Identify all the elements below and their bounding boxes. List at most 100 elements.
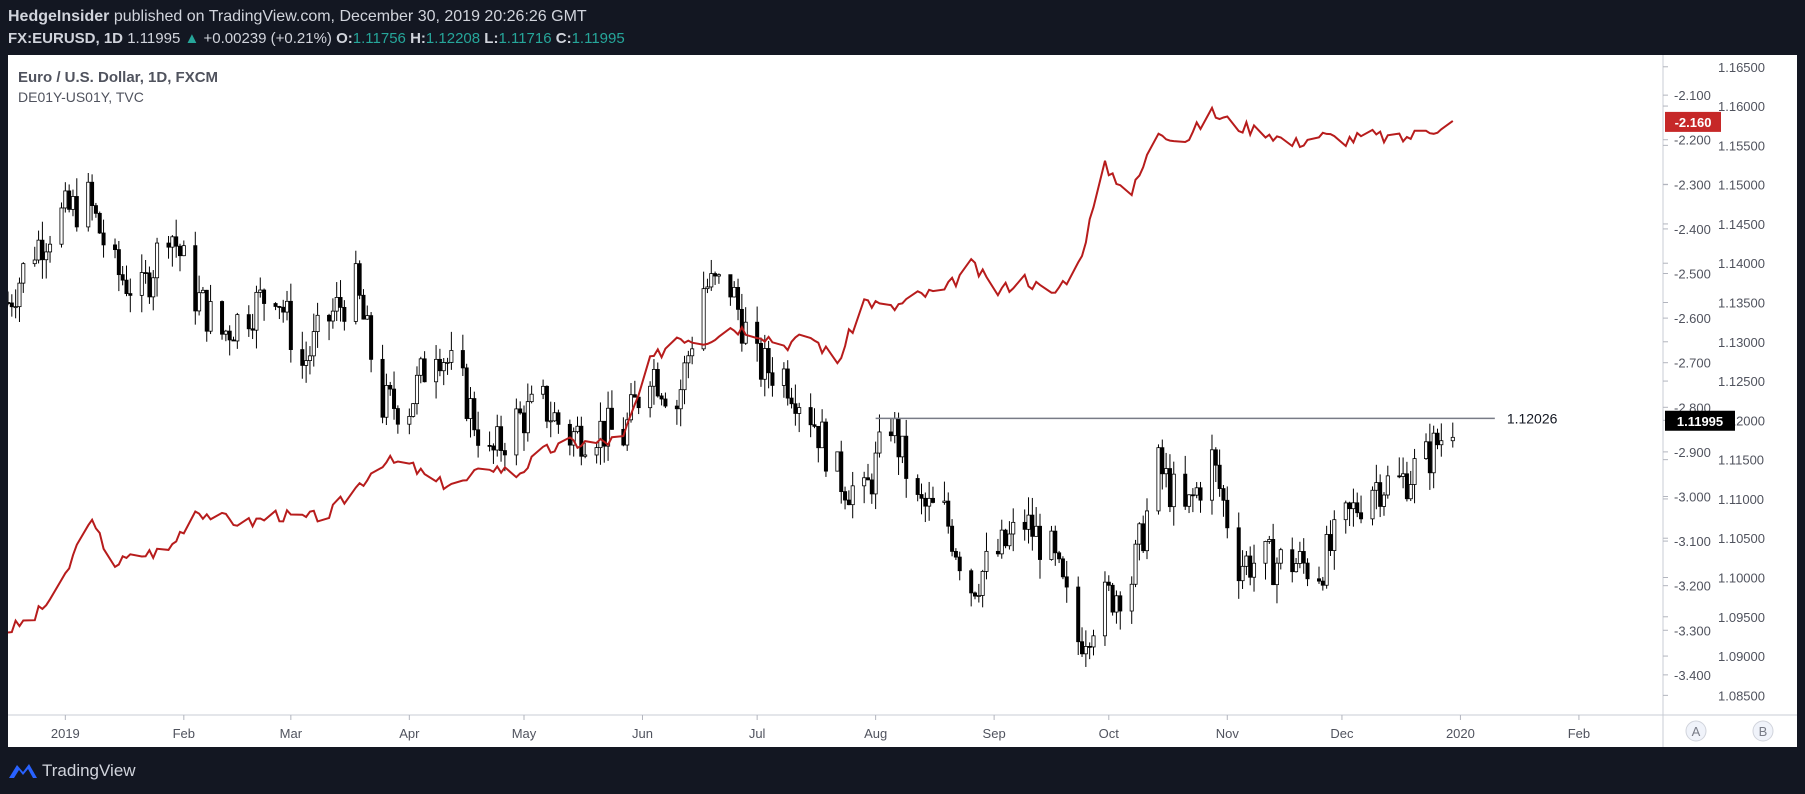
chart-svg[interactable]: 1.12026 1.16500 1.16000 1.15500 1.15000 1.14…: [5, 55, 1797, 747]
candle-body: [762, 348, 767, 380]
candle-body: [1397, 475, 1402, 478]
candle-body: [388, 385, 393, 390]
overlay-label: DE01Y-US01Y, TVC: [18, 89, 144, 105]
candle-body: [246, 314, 251, 330]
candle-body: [330, 310, 335, 322]
price-axis[interactable]: 1.16500 1.16000 1.15500 1.15000 1.14500 1.140…: [1663, 60, 1765, 704]
candle-body: [1244, 555, 1249, 567]
candle-body: [606, 407, 611, 447]
candle-body: [758, 342, 763, 380]
candle-body: [1408, 484, 1413, 500]
candle-body: [1294, 563, 1299, 573]
candle-body: [950, 525, 955, 552]
candle-body: [315, 314, 320, 333]
candle-body: [338, 297, 343, 308]
candle-body: [663, 398, 668, 407]
last-price-tag: [1665, 410, 1735, 431]
candle-body: [327, 314, 332, 322]
candle-body: [812, 424, 817, 427]
candle-body: [862, 477, 867, 487]
price-tick-label: 1.08500: [1718, 688, 1765, 703]
candle-body: [602, 420, 607, 447]
candle-body: [556, 412, 561, 425]
price-tick-label: 1.09500: [1718, 610, 1765, 625]
candle-body: [713, 273, 718, 277]
candle-body: [1263, 541, 1268, 564]
candle-body: [1317, 578, 1322, 582]
candle-body: [445, 361, 450, 364]
spread-tick-label: -2.200: [1674, 133, 1711, 148]
candle-body: [1274, 562, 1279, 586]
tradingview-logo-icon[interactable]: [8, 761, 38, 779]
candle-body: [1110, 584, 1115, 613]
candle-body: [5, 302, 11, 304]
candle-body: [208, 301, 213, 332]
tradingview-brand[interactable]: TradingView: [42, 761, 136, 780]
candle-body: [736, 287, 741, 310]
candle-body: [414, 374, 419, 405]
candle-body: [548, 420, 553, 423]
candle-body: [701, 288, 706, 350]
candle-body: [869, 479, 874, 495]
candle-body: [1412, 458, 1417, 485]
candle-body: [716, 274, 721, 277]
publish-header: HedgeInsider published on TradingView.co…: [0, 0, 1805, 55]
candle-body: [1164, 468, 1169, 475]
candle-body: [116, 249, 121, 276]
candle-body: [1324, 534, 1329, 586]
candle-body: [223, 330, 228, 335]
pane-b-button[interactable]: [1752, 720, 1774, 742]
price-tick-label: 1.10000: [1718, 571, 1765, 586]
candle-body: [193, 245, 198, 312]
candle-body: [514, 408, 519, 456]
time-tick-label: 2020: [1446, 726, 1475, 741]
candle-body: [1183, 473, 1188, 507]
candle-body: [1213, 449, 1218, 466]
candle-body: [200, 289, 205, 294]
spread-tick-label: -3.400: [1674, 668, 1711, 683]
candle-body: [1060, 558, 1065, 578]
candle-body: [755, 321, 760, 344]
candle-body: [682, 362, 687, 391]
candle-body: [1450, 436, 1455, 442]
candle-body: [518, 408, 523, 414]
publisher-name[interactable]: HedgeInsider: [8, 8, 110, 25]
candle-body: [785, 368, 790, 399]
candle-body: [781, 368, 786, 386]
candle-body: [865, 477, 870, 481]
last-price: 1.11995: [127, 30, 181, 47]
pane-a-button[interactable]: [1685, 720, 1707, 742]
candle-body: [40, 239, 45, 261]
candle-body: [1305, 562, 1310, 580]
candle-body: [277, 306, 282, 308]
candle-body: [651, 369, 656, 387]
candle-body: [957, 556, 962, 572]
candle-body: [1381, 494, 1386, 507]
time-axis[interactable]: 2019 Feb Mar Apr May Jun Jul Aug Sep Oct Nov Dec 202…: [51, 715, 1590, 741]
candle-body: [969, 570, 974, 594]
candle-body: [90, 181, 95, 207]
candle-body: [629, 394, 634, 421]
candle-body: [342, 306, 347, 322]
price-change: +0.00239 (+0.21%): [203, 30, 332, 47]
spread-tick-label: -3.100: [1674, 534, 1711, 549]
candle-body: [1022, 521, 1027, 530]
candle-body: [418, 358, 423, 376]
candle-body: [285, 300, 290, 313]
horizontal-line-group[interactable]: 1.12026: [875, 410, 1558, 426]
candle-body: [1156, 447, 1161, 512]
candle-body: [904, 435, 909, 479]
open-label: O:: [336, 30, 353, 47]
candle-body: [655, 369, 660, 397]
candle-body: [32, 259, 37, 265]
candle-body: [9, 302, 14, 308]
candle-body: [254, 291, 259, 331]
candle-body: [231, 339, 236, 342]
price-tick-label: 1.16000: [1718, 99, 1765, 114]
candle-body: [441, 362, 446, 372]
published-text: published on TradingView.com, December 3…: [113, 8, 587, 25]
spread-tick-label: -2.500: [1674, 267, 1711, 282]
candle-body: [927, 497, 932, 507]
chart-area[interactable]: 1.12026 1.16500 1.16000 1.15500 1.15000 1.14…: [5, 55, 1797, 747]
candle-body: [1347, 502, 1352, 510]
